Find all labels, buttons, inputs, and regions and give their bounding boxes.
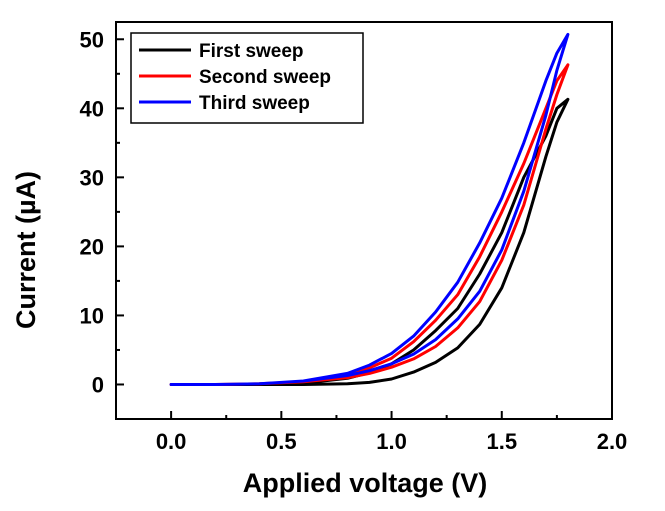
y-tick-label: 0: [92, 372, 104, 397]
legend-label: First sweep: [199, 41, 304, 62]
y-tick-label: 30: [80, 165, 104, 190]
legend-label: Third sweep: [199, 93, 310, 114]
series-layer: [169, 32, 570, 386]
y-axis-title: Current (µA): [11, 171, 41, 329]
x-tick-label: 1.5: [486, 429, 517, 454]
x-tick-label: 0.0: [156, 429, 187, 454]
x-tick-label: 1.0: [376, 429, 407, 454]
series-line-3: [169, 32, 570, 386]
x-tick-label: 0.5: [266, 429, 297, 454]
x-tick-label: 2.0: [597, 429, 628, 454]
y-tick-label: 20: [80, 234, 104, 259]
axes-layer: 0.0 0.5 1.0 1.5 2.0 0 10 20 30 40 50: [80, 27, 628, 454]
y-tick-label: 10: [80, 303, 104, 328]
legend-box: [130, 32, 364, 124]
x-axis-title: Applied voltage (V): [243, 468, 488, 498]
plot-border: [115, 21, 613, 420]
plot-frame: [115, 21, 613, 420]
legend: First sweep Second sweep Third sweep: [130, 32, 364, 124]
series-line-2: [169, 63, 570, 386]
legend-label: Second sweep: [199, 67, 331, 88]
y-tick-label: 40: [80, 96, 104, 121]
y-tick-label: 50: [80, 27, 104, 52]
